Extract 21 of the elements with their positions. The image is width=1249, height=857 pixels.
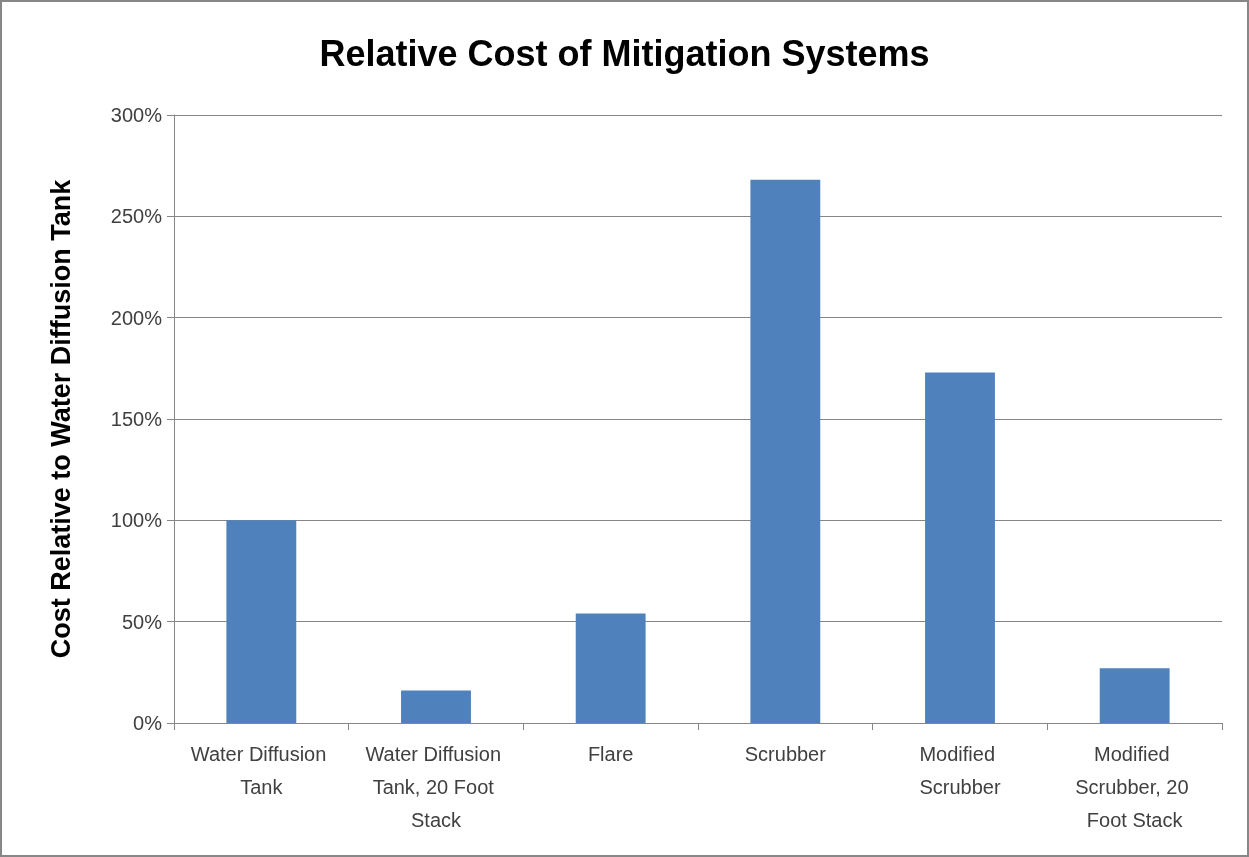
- bar: [226, 520, 297, 723]
- x-tick-label: Flare: [587, 742, 634, 765]
- x-tick-label: Water Diffusion Tank: [190, 742, 332, 798]
- chart-title: Relative Cost of Mitigation Systems: [319, 32, 930, 74]
- bar: [401, 690, 471, 723]
- y-tick-label: 250%: [110, 205, 163, 228]
- y-tick-label: 100%: [110, 509, 163, 532]
- bar: [1099, 668, 1170, 723]
- bar: [575, 613, 646, 723]
- x-tick-label: Scrubber: [744, 742, 827, 765]
- x-tick-label: Modified Scrubber: [919, 742, 1001, 798]
- x-tick-label: Water Diffusion Tank, 20 Foot Stack: [365, 742, 507, 831]
- y-tick-label: 0%: [133, 712, 163, 734]
- x-tick-label: Modified Scrubber, 20 Foot Stack: [1075, 742, 1195, 831]
- bar: [750, 179, 821, 723]
- y-axis-title: Cost Relative to Water Diffusion Tank: [45, 178, 76, 659]
- y-tick-label: 150%: [110, 408, 163, 430]
- y-tick-label: 50%: [121, 610, 163, 633]
- y-tick-label: 200%: [110, 306, 163, 329]
- y-tick-label: 300%: [110, 104, 163, 126]
- bar: [925, 372, 995, 723]
